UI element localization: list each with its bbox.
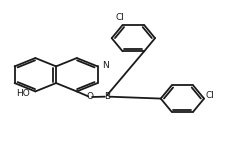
Text: O: O: [86, 93, 93, 101]
Text: B: B: [104, 92, 110, 101]
Text: Cl: Cl: [115, 13, 124, 22]
Text: N: N: [101, 61, 108, 70]
Text: HO: HO: [16, 89, 30, 97]
Text: Cl: Cl: [204, 91, 213, 100]
